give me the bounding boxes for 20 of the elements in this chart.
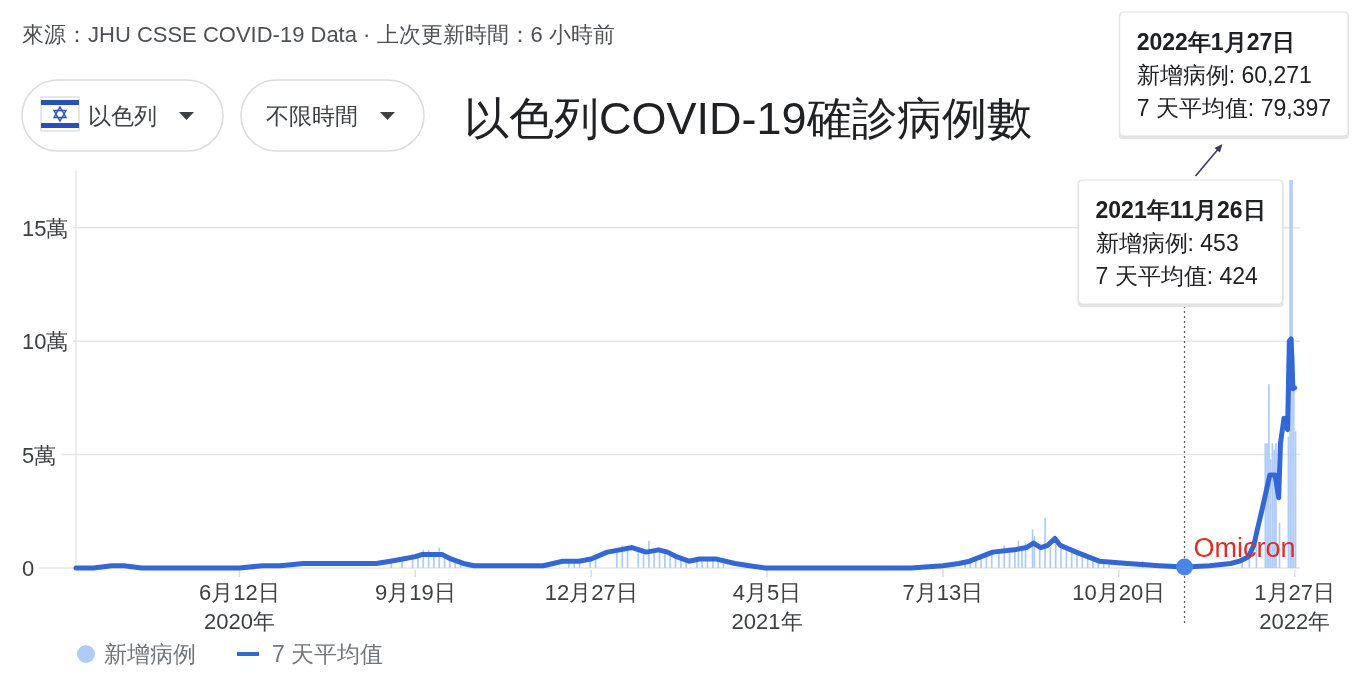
annotation: 新增病例: 453: [1095, 230, 1239, 256]
x-tick-label: 9月19日: [374, 580, 456, 605]
x-tick-label: 12月27日: [544, 580, 638, 605]
text: 來源：JHU CSSE COVID-19 Data · 上次更新時間：6 小時前: [22, 22, 615, 47]
x-tick-label: 10月20日: [1072, 580, 1166, 605]
x-tick-label: 4月5日 2021年: [731, 580, 803, 634]
legend-item: 新增病例: [77, 641, 196, 667]
y-tick-label: 0: [22, 556, 35, 581]
legend-label: 7 天平均值: [272, 641, 384, 667]
x-tick-label: 1月27日 2022年: [1254, 580, 1336, 634]
legend-label: 新增病例: [104, 641, 196, 667]
x-tick-label: 6月12日 2020年: [199, 580, 280, 634]
x-tick-label: 7月13日: [902, 580, 984, 605]
y-tick-label: 15萬: [22, 215, 69, 241]
legend-item: 7 天平均值: [237, 641, 384, 667]
y-tick-label: 10萬: [22, 329, 69, 355]
annotation: 7 天平均值: 424: [1095, 263, 1259, 289]
chart-title: 以色列COVID-19確診病例數: [464, 93, 1032, 144]
y-tick-label: 5萬: [22, 442, 57, 468]
annotation: 2021年11月26日: [1095, 197, 1266, 223]
